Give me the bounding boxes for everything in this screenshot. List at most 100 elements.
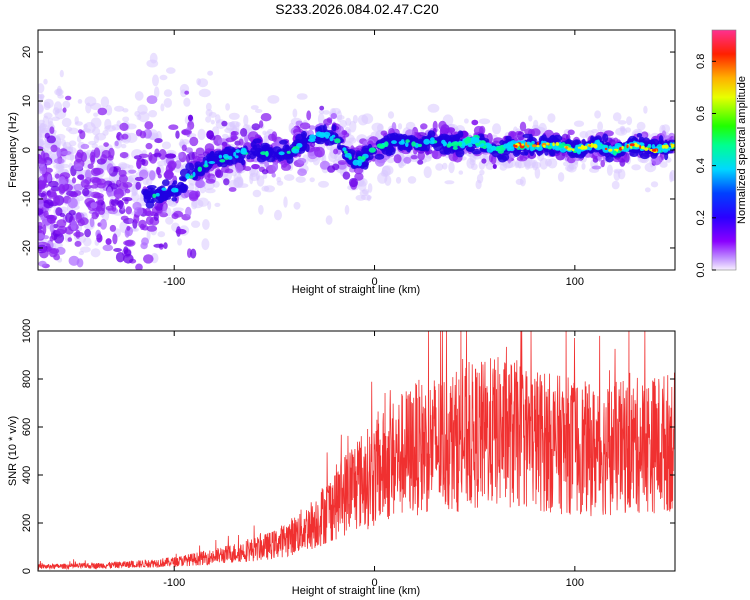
spectral-blob xyxy=(279,139,288,145)
spectral-blob xyxy=(283,152,294,160)
spectral-blob xyxy=(43,78,48,85)
spectral-blob xyxy=(332,163,340,171)
spectral-blob xyxy=(519,121,527,132)
spectral-blob xyxy=(664,152,669,161)
spectral-blob xyxy=(376,143,385,149)
spectral-blob xyxy=(469,159,476,166)
spectral-blob xyxy=(153,152,162,158)
spectral-blob xyxy=(265,150,269,157)
spectral-blob xyxy=(639,144,642,149)
spectral-blob xyxy=(448,161,455,174)
spectral-blob xyxy=(471,119,479,126)
spectral-blob xyxy=(272,161,278,172)
spectral-blob xyxy=(241,159,246,166)
spectral-blob xyxy=(122,116,130,122)
spectral-blob xyxy=(243,114,249,126)
spectral-blob xyxy=(230,157,238,165)
spectral-blob xyxy=(38,197,44,209)
spectral-blob xyxy=(208,161,216,164)
spectral-blob xyxy=(204,160,208,167)
spectral-blob xyxy=(649,138,660,147)
spectral-blob xyxy=(397,123,403,130)
spectral-blob xyxy=(38,183,46,190)
spectral-blob xyxy=(597,121,603,132)
spectral-blob xyxy=(594,110,601,119)
spectral-blob xyxy=(79,130,86,140)
spectral-blob xyxy=(174,160,182,169)
spectral-blob xyxy=(235,149,241,154)
spectral-blob xyxy=(634,144,640,148)
spectral-blob xyxy=(547,145,552,150)
spectral-blob xyxy=(185,162,195,171)
spectral-blob xyxy=(215,169,224,179)
spectral-blob xyxy=(237,176,244,185)
spectral-blob xyxy=(97,107,108,116)
spectral-blob xyxy=(271,131,278,143)
spectral-blob xyxy=(136,158,142,169)
spectral-blob xyxy=(291,148,300,154)
spectral-blob xyxy=(73,163,83,171)
spectral-blob xyxy=(333,148,339,155)
spectral-blob xyxy=(244,134,249,143)
spectral-blob xyxy=(357,156,363,160)
spectral-blob xyxy=(479,140,486,146)
spectral-blob xyxy=(260,113,272,122)
spectral-blob xyxy=(452,134,461,142)
spectral-blob xyxy=(153,243,164,248)
spectral-blob xyxy=(85,102,92,114)
spectral-blob xyxy=(47,180,59,188)
spectral-blob xyxy=(529,145,534,152)
spectral-blob xyxy=(71,177,77,184)
spectral-blob xyxy=(337,160,347,165)
spectral-blob xyxy=(613,168,623,174)
spectral-blob xyxy=(227,155,233,160)
spectral-blob xyxy=(135,181,141,190)
spectral-blob xyxy=(267,146,273,152)
snr-frame xyxy=(37,330,676,572)
spectral-blob xyxy=(163,89,173,97)
spectral-blob xyxy=(143,254,154,264)
spectral-blob xyxy=(191,198,198,210)
spectral-blob xyxy=(54,228,66,235)
spectral-blob xyxy=(552,134,563,142)
spectral-blob xyxy=(134,206,144,216)
spectrogram-y-tick-label: -10 xyxy=(21,191,33,207)
spectral-blob xyxy=(197,166,202,172)
spectral-blob xyxy=(163,242,168,250)
spectral-blob xyxy=(50,144,58,153)
spectral-blob xyxy=(571,148,575,152)
spectral-blob xyxy=(306,110,312,121)
spectral-blob xyxy=(70,220,77,231)
spectral-blob xyxy=(178,152,184,159)
spectral-blob xyxy=(113,248,122,252)
snr-series-line xyxy=(38,331,675,571)
spectrogram-image xyxy=(38,52,675,270)
spectral-blob xyxy=(106,186,112,198)
spectral-blob xyxy=(295,176,306,183)
spectral-blob xyxy=(82,188,90,197)
spectral-blob xyxy=(279,154,285,161)
spectral-blob xyxy=(594,143,597,148)
colorbar-gradient xyxy=(712,30,736,270)
spectral-blob xyxy=(341,130,348,136)
spectral-blob xyxy=(195,180,206,189)
spectral-blob xyxy=(181,129,191,135)
spectral-blob xyxy=(391,140,397,145)
spectral-blob xyxy=(411,141,416,147)
spectral-blob xyxy=(606,164,613,176)
spectral-blob xyxy=(366,195,371,202)
colorbar-tick-label: 0.4 xyxy=(695,158,707,173)
spectral-blob xyxy=(648,147,651,150)
spectral-blob xyxy=(145,178,153,186)
spectral-blob xyxy=(54,88,64,96)
spectral-blob xyxy=(612,112,622,122)
spectral-blob xyxy=(113,188,125,199)
spectral-blob xyxy=(73,231,84,237)
spectral-blob xyxy=(189,136,199,147)
spectral-blob xyxy=(165,216,174,225)
spectral-blob xyxy=(228,187,237,192)
spectral-blob xyxy=(581,162,586,170)
spectral-blob xyxy=(352,159,360,166)
spectral-blob xyxy=(102,244,114,252)
spectral-blob xyxy=(286,150,291,154)
